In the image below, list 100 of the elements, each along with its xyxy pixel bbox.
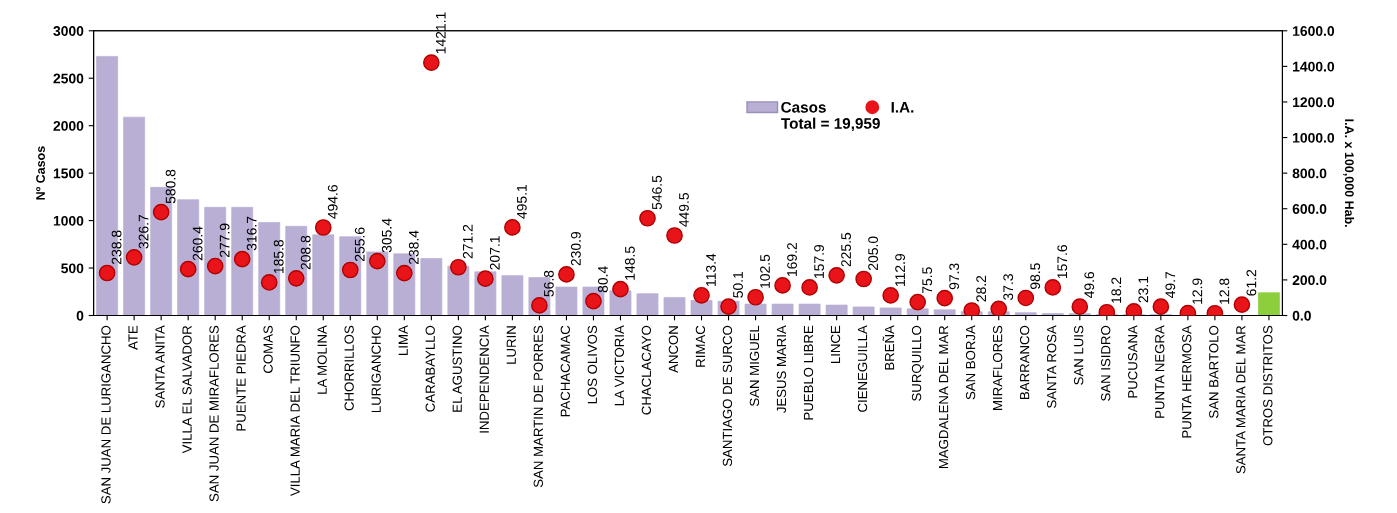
x-tick-label: LA VICTORIA <box>614 325 625 406</box>
x-tick-label: OTROS DISTRITOS <box>1263 325 1273 446</box>
x-tick-label: MIRAFLORES <box>992 325 1003 410</box>
x-tick-label: PUNTA NEGRA <box>1155 325 1165 418</box>
data-label: 50.1 <box>733 271 743 298</box>
x-tick-label: PUNTA HERMOSA <box>1182 325 1192 438</box>
data-label: 37.3 <box>1003 274 1014 300</box>
data-label: 271.2 <box>462 224 473 259</box>
y-tick-label: 2000 <box>53 121 84 131</box>
data-label: 113.4 <box>706 253 716 286</box>
data-label: 238.4 <box>408 230 419 265</box>
data-label: 208.8 <box>300 235 311 270</box>
x-tick-label: SANTA MARIA DEL MAR <box>1236 325 1246 474</box>
y2-tick-label: 1600.0 <box>1293 26 1335 36</box>
data-label: 61.2 <box>1246 269 1257 296</box>
x-tick-label: ATE <box>128 325 138 350</box>
legend-label: Casos <box>781 101 826 113</box>
x-tick-label: BREÑA <box>882 325 895 370</box>
data-label: 238.8 <box>111 230 122 264</box>
y2-tick-label: 1200.0 <box>1293 97 1335 108</box>
data-label: 255.6 <box>354 227 365 261</box>
data-label: 98.5 <box>1030 263 1041 289</box>
x-tick-label: LIMA <box>398 325 408 355</box>
x-tick-label: BARRANCO <box>1019 325 1030 399</box>
x-tick-label: SAN JUAN DE LURIGANCHO <box>101 325 111 504</box>
data-label: 157.6 <box>1057 244 1068 279</box>
y-axis-title: Nº Casos <box>36 146 45 200</box>
x-tick-label: LURIN <box>506 326 516 364</box>
y-tick-label: 3000 <box>53 26 84 36</box>
data-label: 49.7 <box>1165 271 1176 298</box>
x-tick-label: PUCUSANA <box>1128 325 1138 398</box>
data-label: 546.5 <box>652 175 662 210</box>
x-tick-label: SAN BARTOLO <box>1209 325 1219 419</box>
data-label: 102.5 <box>760 254 770 288</box>
legend-label: I.A. <box>891 102 914 113</box>
x-tick-label: CARABAYLLO <box>425 325 435 412</box>
x-tick-label: SANTA ANITA <box>155 325 165 408</box>
y-tick-label: 1000 <box>53 215 84 226</box>
x-tick-label: SAN MARTIN DE PORRES <box>533 325 543 488</box>
x-tick-label: EL AGUSTINO <box>452 325 462 412</box>
data-label: 326.7 <box>138 214 149 249</box>
x-tick-label: CHACLACAYO <box>641 325 652 415</box>
data-label: 207.1 <box>489 236 500 270</box>
x-tick-label: RIMAC <box>695 325 706 367</box>
data-label: 1421.1 <box>435 12 446 54</box>
data-label: 205.0 <box>868 236 879 270</box>
x-tick-label: SANTIAGO DE SURCO <box>722 325 733 467</box>
data-label: 185.8 <box>273 239 284 274</box>
x-tick-label: INDEPENDENCIA <box>479 325 489 433</box>
x-tick-label: PUENTE PIEDRA <box>236 325 246 431</box>
y-tick-label: 2500 <box>53 73 84 84</box>
data-label: 112.9 <box>895 254 906 287</box>
x-tick-label: LINCE <box>830 325 841 363</box>
x-tick-label: MAGDALENA DEL MAR <box>938 325 949 469</box>
data-label: 75.5 <box>922 267 933 294</box>
data-label: 449.5 <box>679 193 689 227</box>
data-label: 12.8 <box>1219 278 1230 304</box>
y2-tick-label: 600.0 <box>1292 204 1327 214</box>
x-tick-label: COMAS <box>263 325 273 373</box>
data-label: 260.4 <box>192 226 203 261</box>
x-tick-label: SAN ISIDRO <box>1101 325 1111 401</box>
annotation: Total = 19,959 <box>781 117 880 132</box>
data-label: 97.3 <box>949 263 960 290</box>
data-label: 148.5 <box>625 246 635 280</box>
y2-tick-label: 800.0 <box>1292 168 1327 179</box>
data-label: 28.2 <box>976 275 987 302</box>
y2-tick-label: 0.0 <box>1292 310 1311 321</box>
x-tick-label: VILLA EL SALVADOR <box>182 325 192 454</box>
y2-tick-label: 200.0 <box>1292 275 1327 286</box>
x-tick-label: SURQUILLO <box>911 325 924 401</box>
x-tick-label: SAN BORJA <box>965 325 976 400</box>
x-tick-label: LURIGANCHO <box>371 325 381 413</box>
data-label: 12.9 <box>1192 278 1203 304</box>
y-tick-label: 1500 <box>53 168 84 179</box>
x-tick-label: VILLA MARIA DEL TRIUNFO <box>290 325 300 497</box>
data-label: 305.4 <box>381 218 392 253</box>
data-label: 157.9 <box>814 244 824 278</box>
x-tick-label: SAN MIGUEL <box>749 325 760 406</box>
y-tick-label: 0 <box>76 310 84 321</box>
data-label: 316.7 <box>246 216 257 251</box>
data-label: 56.8 <box>543 270 554 297</box>
data-label: 18.2 <box>1111 277 1122 303</box>
y2-tick-label: 400.0 <box>1292 239 1327 250</box>
data-label: 23.1 <box>1138 276 1149 303</box>
y2-tick-label: 1000.0 <box>1293 132 1335 143</box>
x-tick-label: PUEBLO LIBRE <box>803 325 814 420</box>
data-label: 494.6 <box>327 185 338 219</box>
x-tick-label: LA MOLINA <box>317 325 327 394</box>
data-label: 495.1 <box>516 184 527 219</box>
x-tick-label: CHORRILLOS <box>344 325 354 411</box>
data-label: 169.2 <box>787 242 797 276</box>
x-tick-label: PACHACAMAC <box>560 325 570 417</box>
data-label: 580.8 <box>165 169 176 204</box>
x-tick-label: LOS OLIVOS <box>587 325 597 404</box>
x-tick-label: CIENEGUILLA <box>857 325 868 412</box>
data-label: 80.4 <box>597 266 608 293</box>
x-tick-label: SAN LUIS <box>1074 325 1084 385</box>
data-label: 230.9 <box>570 231 581 266</box>
x-tick-label: ANCON <box>668 326 679 373</box>
y2-axis-title: I.A. x 100,000 Hab. <box>1343 119 1355 227</box>
